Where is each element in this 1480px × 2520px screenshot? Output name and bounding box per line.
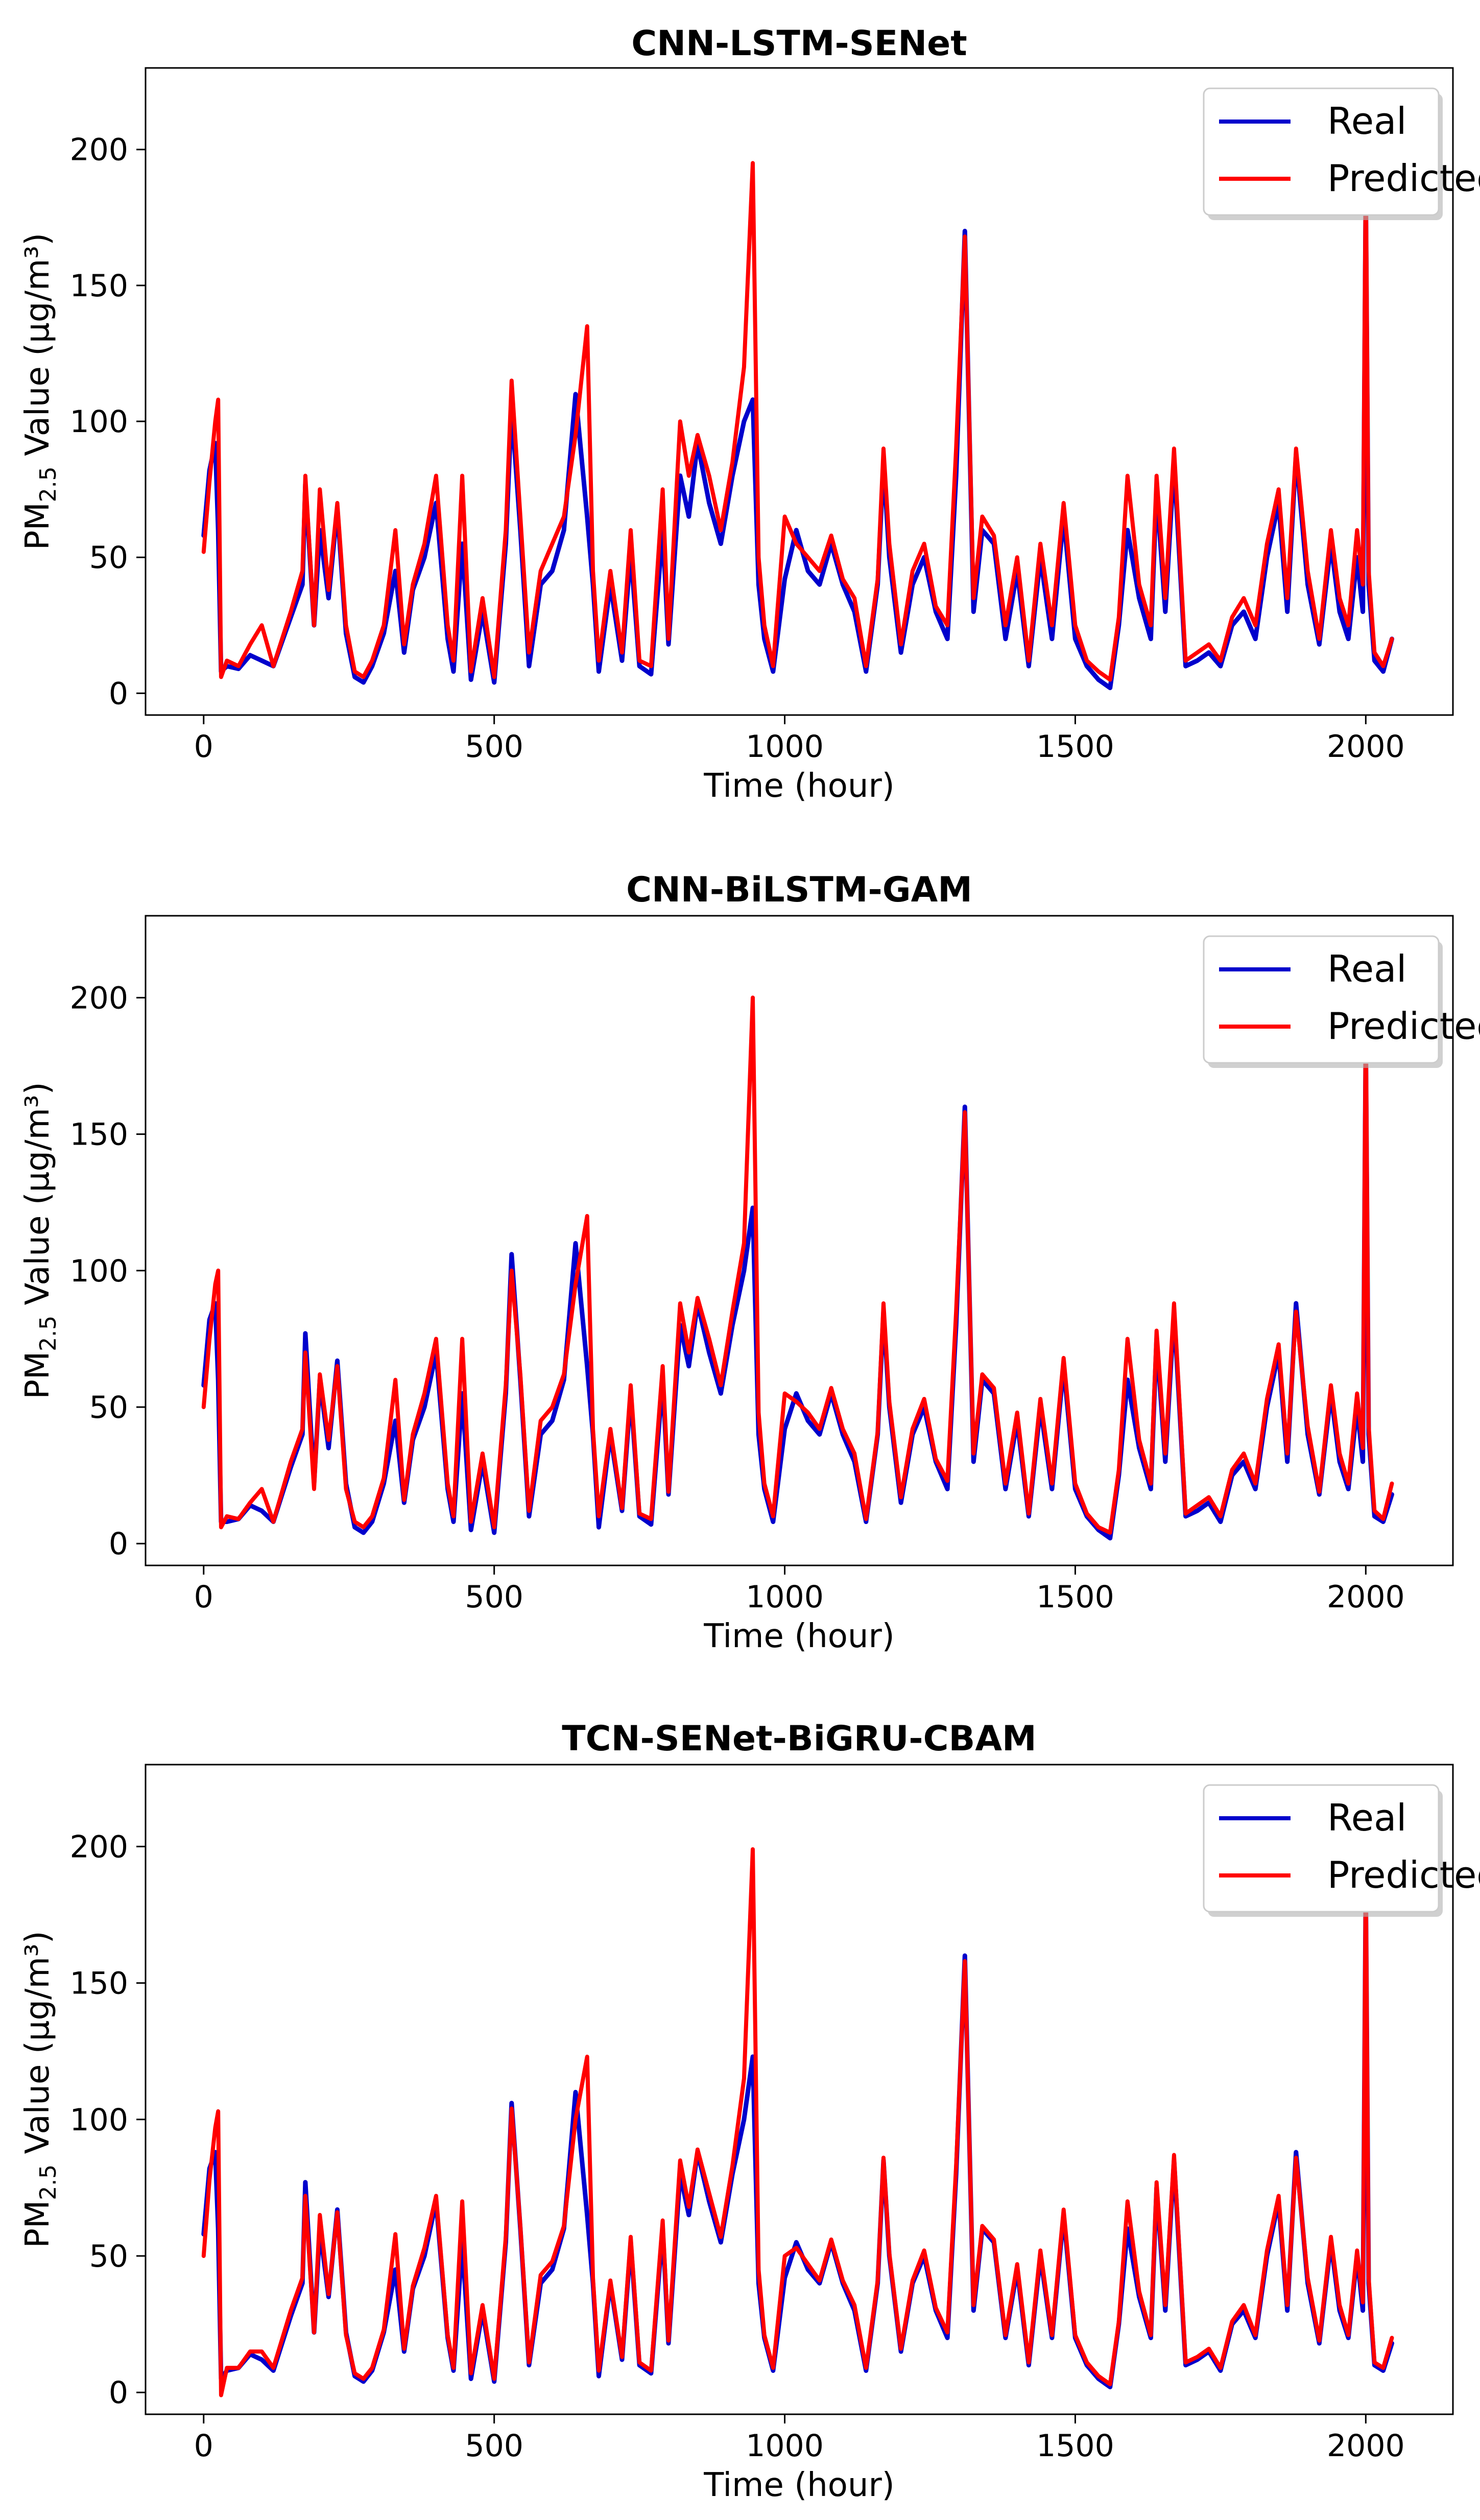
series-line-predicted <box>201 1847 1394 2397</box>
x-tick-label: 1500 <box>1036 1579 1114 1615</box>
legend-label-real: Real <box>1327 947 1406 990</box>
legend: Real Predicted <box>1203 1784 1480 1917</box>
x-tick-label: 1000 <box>746 1579 824 1615</box>
x-tick-label: 500 <box>465 729 523 765</box>
y-tick-label: 100 <box>69 1253 128 1289</box>
y-tick-label: 200 <box>69 1829 128 1865</box>
legend-label-predicted: Predicted <box>1327 157 1480 200</box>
chart-title: TCN-SENet-BiGRU-CBAM <box>562 1719 1036 1759</box>
legend: Real Predicted <box>1203 935 1480 1068</box>
x-axis-label: Time (hour) <box>703 2466 895 2504</box>
legend: Real Predicted <box>1203 87 1480 220</box>
y-tick-label: 50 <box>89 540 128 576</box>
x-tick-label: 1500 <box>1036 729 1114 765</box>
legend-label-predicted: Predicted <box>1327 1853 1480 1896</box>
y-tick-label: 200 <box>69 132 128 168</box>
y-axis-label: PM2.5 Value (µg/m³) <box>19 1931 61 2248</box>
x-tick-label: 0 <box>194 1579 213 1615</box>
x-tick-label: 0 <box>194 2428 213 2464</box>
y-tick-label: 200 <box>69 980 128 1016</box>
y-tick-label: 50 <box>89 1390 128 1425</box>
series-line-real <box>201 1885 1394 2390</box>
y-axis-label: PM2.5 Value (µg/m³) <box>19 1082 61 1399</box>
y-tick-label: 0 <box>109 1526 128 1562</box>
y-tick-label: 150 <box>69 1966 128 2002</box>
x-tick-label: 1000 <box>746 2428 824 2464</box>
axes-frame <box>145 915 1454 1566</box>
plot-area <box>201 161 1394 691</box>
y-tick-label: 150 <box>69 268 128 304</box>
x-tick-label: 500 <box>465 2428 523 2464</box>
chart-title: CNN-LSTM-SENet <box>631 23 967 64</box>
series-line-predicted <box>201 161 1394 682</box>
series-line-predicted <box>201 995 1394 1535</box>
y-tick-label: 0 <box>109 676 128 711</box>
y-axis-label: PM2.5 Value (µg/m³) <box>19 233 61 550</box>
x-tick-label: 0 <box>194 729 213 765</box>
chart-panel-1: CNN-LSTM-SENet 0 500 1000 1500 2000 0 50 100 150 2… <box>19 23 1480 805</box>
plot-area <box>201 995 1394 1541</box>
y-tick-label: 0 <box>109 2375 128 2411</box>
x-axis-label: Time (hour) <box>703 1618 895 1655</box>
legend-label-real: Real <box>1327 1796 1406 1839</box>
series-line-real <box>201 1036 1394 1541</box>
chart-panel-3: TCN-SENet-BiGRU-CBAM 0 500 1000 1500 2000 0 50 1… <box>19 1719 1480 2504</box>
series-line-real <box>201 188 1394 691</box>
axes-frame <box>145 1764 1454 2415</box>
y-tick-label: 100 <box>69 404 128 440</box>
x-axis-label: Time (hour) <box>703 767 895 805</box>
x-tick-label: 2000 <box>1327 729 1405 765</box>
y-tick-label: 100 <box>69 2102 128 2138</box>
axes-frame <box>145 67 1454 716</box>
legend-label-predicted: Predicted <box>1327 1005 1480 1048</box>
y-tick-label: 150 <box>69 1117 128 1153</box>
x-tick-label: 2000 <box>1327 2428 1405 2464</box>
x-tick-label: 1500 <box>1036 2428 1114 2464</box>
x-tick-label: 1000 <box>746 729 824 765</box>
legend-label-real: Real <box>1327 100 1406 142</box>
x-tick-label: 2000 <box>1327 1579 1405 1615</box>
y-tick-label: 50 <box>89 2239 128 2274</box>
chart-title: CNN-BiLSTM-GAM <box>626 870 972 910</box>
chart-panel-2: CNN-BiLSTM-GAM 0 500 1000 1500 2000 0 50 100 150 2… <box>19 870 1480 1655</box>
plot-area <box>201 1847 1394 2397</box>
x-tick-label: 500 <box>465 1579 523 1615</box>
